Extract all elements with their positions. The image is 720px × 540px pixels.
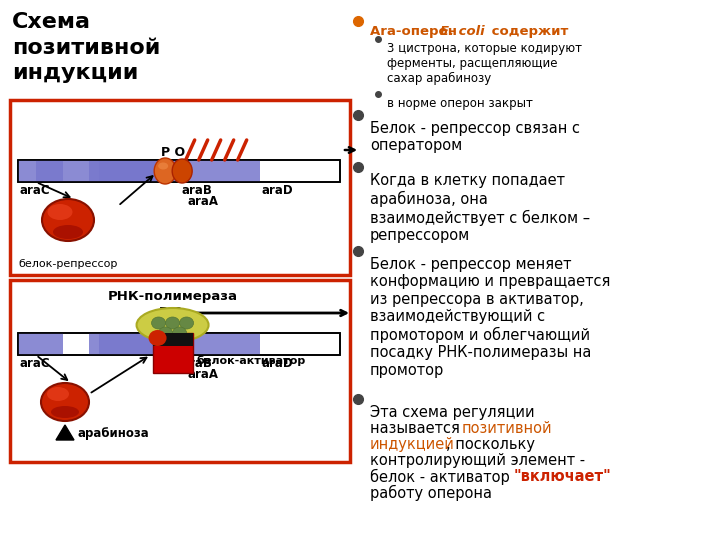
Text: Белок - репрессор меняет
конформацию и превращается
из репрессора в активатор,
в: Белок - репрессор меняет конформацию и п… [370, 257, 611, 378]
Bar [89, 333, 179, 355]
Bar [89, 160, 179, 182]
Text: Ara-оперон: Ara-оперон [370, 25, 462, 38]
Text: araB: araB [181, 184, 212, 197]
Bar [10, 100, 350, 275]
Bar [18, 333, 340, 355]
Bar [18, 160, 63, 182]
Text: P O: P O [161, 146, 185, 159]
Ellipse shape [48, 204, 73, 220]
Text: белок - активатор: белок - активатор [370, 469, 514, 485]
Ellipse shape [179, 317, 194, 329]
Text: Когда в клетку попадает
арабиноза, она
взаимодействует с белком –
репрессором: Когда в клетку попадает арабиноза, она в… [370, 173, 590, 243]
Ellipse shape [148, 330, 166, 346]
Ellipse shape [172, 159, 192, 183]
Text: "включает": "включает" [514, 469, 612, 484]
Text: белок-активатор: белок-активатор [197, 356, 306, 366]
Text: называется: называется [370, 421, 464, 436]
Ellipse shape [53, 225, 83, 239]
Text: контролирующий элемент -: контролирующий элемент - [370, 453, 585, 468]
Ellipse shape [42, 199, 94, 241]
Ellipse shape [41, 383, 89, 421]
Text: РНК-полимераза: РНК-полимераза [107, 290, 238, 303]
Polygon shape [56, 425, 74, 440]
Text: araC: araC [20, 357, 50, 370]
Ellipse shape [154, 158, 176, 184]
Text: 3 цистрона, которые кодируют
ферменты, расщепляющие
сахар арабинозу: 3 цистрона, которые кодируют ферменты, р… [387, 42, 582, 85]
Ellipse shape [47, 387, 69, 401]
Text: индукцией: индукцией [370, 437, 455, 452]
Text: araA: araA [187, 368, 218, 381]
Text: araA: araA [187, 195, 218, 208]
Text: в норме оперон закрыт: в норме оперон закрыт [387, 97, 533, 110]
Text: , поскольку: , поскольку [446, 437, 535, 452]
Ellipse shape [158, 327, 173, 339]
Ellipse shape [173, 327, 186, 339]
Text: P O: P O [158, 306, 183, 319]
Bar [18, 160, 340, 182]
Ellipse shape [152, 317, 166, 329]
Bar [153, 333, 192, 346]
Ellipse shape [166, 317, 179, 329]
Text: Схема
позитивной
индукции: Схема позитивной индукции [12, 12, 161, 83]
Text: E. coli: E. coli [440, 25, 485, 38]
Bar [99, 333, 259, 355]
Bar [153, 333, 192, 373]
Text: araD: araD [261, 184, 293, 197]
Text: арабиноза: арабиноза [78, 428, 150, 441]
Bar [18, 160, 340, 182]
Text: araC: araC [20, 184, 50, 197]
Text: работу оперона: работу оперона [370, 485, 492, 501]
Text: araB: araB [181, 357, 212, 370]
Text: Эта схема регуляции: Эта схема регуляции [370, 405, 535, 420]
Bar [36, 160, 160, 182]
Text: содержит: содержит [487, 25, 568, 38]
Ellipse shape [158, 163, 168, 170]
Text: позитивной: позитивной [462, 421, 553, 436]
Bar [99, 160, 259, 182]
Bar [18, 333, 340, 355]
Text: белок-репрессор: белок-репрессор [18, 259, 117, 269]
Ellipse shape [51, 406, 79, 418]
Ellipse shape [137, 308, 209, 342]
Text: Белок - репрессор связан с
оператором: Белок - репрессор связан с оператором [370, 121, 580, 153]
Bar [18, 333, 63, 355]
Bar [10, 280, 350, 462]
Text: araD: araD [261, 357, 293, 370]
